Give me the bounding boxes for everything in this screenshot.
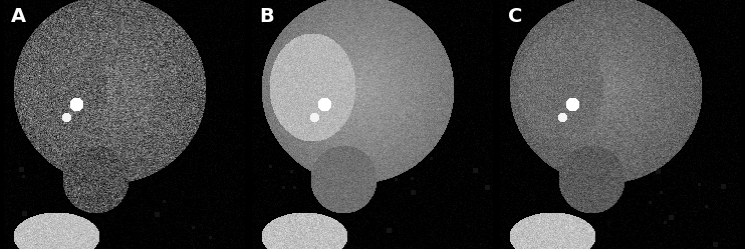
Text: A: A	[11, 7, 26, 26]
Text: B: B	[259, 7, 274, 26]
Text: C: C	[507, 7, 522, 26]
